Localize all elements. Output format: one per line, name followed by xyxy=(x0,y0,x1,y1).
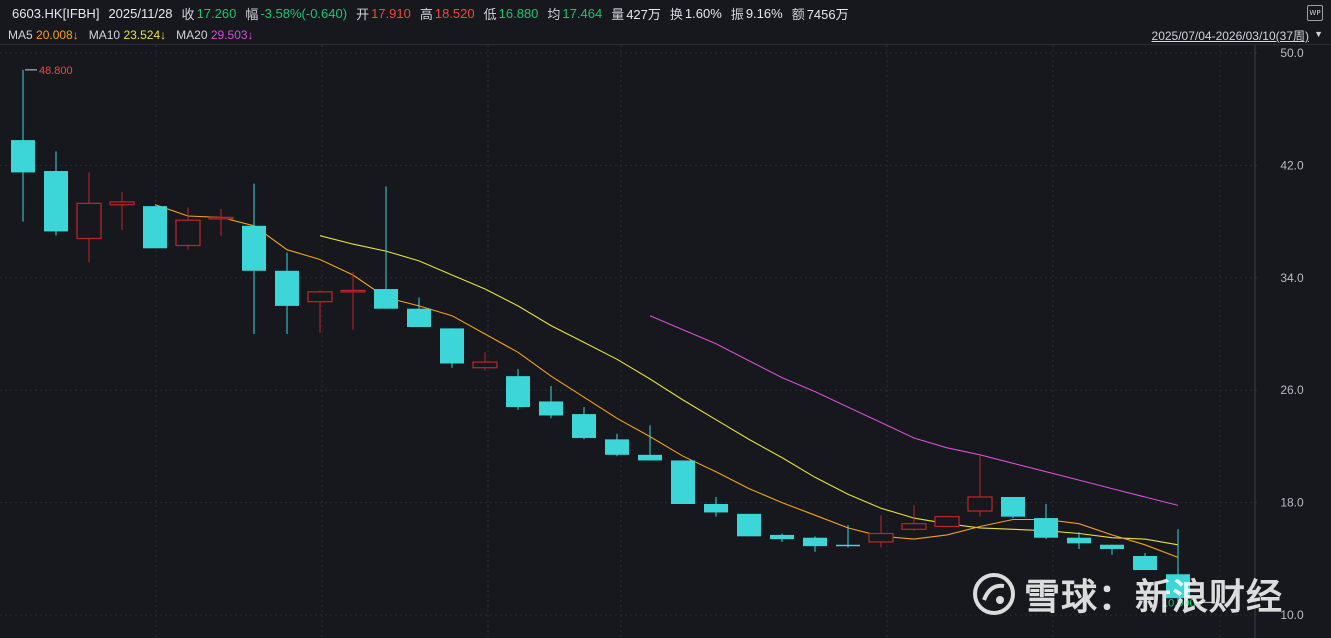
candle-body xyxy=(1067,537,1091,544)
y-tick-label: 26.0 xyxy=(1280,383,1304,397)
candle-body xyxy=(275,270,299,306)
candle-body xyxy=(901,523,927,530)
volume-label: 量 xyxy=(611,6,625,22)
min-price-label: 10.900 xyxy=(1162,597,1196,609)
close-label: 收 xyxy=(181,6,195,22)
open-value: 17.910 xyxy=(371,5,411,21)
ma20-line xyxy=(649,315,1179,506)
y-tick-label: 10.0 xyxy=(1280,608,1304,622)
candle-body xyxy=(374,289,398,309)
candle-body xyxy=(11,140,35,173)
ma10-value: 23.524↓ xyxy=(123,28,167,42)
candle-body xyxy=(1034,518,1058,538)
max-price-label: 48.800 xyxy=(39,65,73,77)
amount-value: 7456万 xyxy=(806,6,849,22)
ma-legend: MA5 20.008↓ MA10 23.524↓ MA20 29.503↓ xyxy=(0,26,1331,44)
candle-body xyxy=(1001,496,1025,517)
candle-body xyxy=(737,513,761,537)
ma5-line xyxy=(154,204,1179,558)
high-label: 高 xyxy=(419,6,433,22)
candle-body xyxy=(208,216,234,220)
amplitude-value: 9.16% xyxy=(745,5,783,21)
candle-body xyxy=(1166,574,1190,599)
candle-body xyxy=(638,454,662,461)
change-label: 幅 xyxy=(245,6,259,22)
quote-header: 6603.HK[IFBH] 2025/11/28 收 17.260 幅 -3.58%… xyxy=(0,0,1331,26)
watermark: 雪球：新浪财经 xyxy=(972,568,1283,620)
quote-date: 2025/11/28 xyxy=(108,5,173,21)
amplitude-label: 振 xyxy=(730,6,744,22)
candle-body xyxy=(868,532,894,543)
ma20-value: 29.503↓ xyxy=(210,28,254,42)
ma10-line xyxy=(319,235,1179,546)
watermark-text: 雪球：新浪财经 xyxy=(1024,577,1284,618)
candle-body xyxy=(440,328,464,364)
candle-body xyxy=(340,289,366,293)
low-value: 16.880 xyxy=(498,5,539,21)
candle-body xyxy=(307,291,333,303)
ma5-value: 20.008↓ xyxy=(36,28,79,42)
y-tick-label: 42.0 xyxy=(1280,158,1304,172)
y-tick-label: 34.0 xyxy=(1280,271,1304,285)
candle-body xyxy=(143,206,167,249)
candle-body xyxy=(407,308,431,327)
y-tick-label: 50.0 xyxy=(1280,46,1304,60)
ma5-label: MA5 xyxy=(8,28,33,42)
wp-icon[interactable]: WP xyxy=(1307,5,1323,21)
candle-body xyxy=(539,401,563,416)
candle-body xyxy=(1100,544,1124,549)
candle-body xyxy=(109,201,135,206)
candle-body xyxy=(803,537,827,547)
open-label: 开 xyxy=(356,6,370,22)
avg-value: 17.464 xyxy=(562,5,603,21)
candle-body xyxy=(76,202,102,240)
candle-body xyxy=(1133,555,1157,571)
date-range-selector[interactable]: 2025/07/04-2026/03/10(37周) xyxy=(1151,29,1309,43)
candle-body xyxy=(967,496,993,512)
close-value: 17.260 xyxy=(196,5,237,21)
candle-body xyxy=(605,439,629,455)
candlestick-chart[interactable]: 50.0 42.0 34.0 26.0 18.0 10.0 48.800 10.900 xyxy=(0,45,1331,638)
y-tick-label: 18.0 xyxy=(1280,496,1304,510)
candle-body xyxy=(472,361,498,369)
candle-body xyxy=(242,225,266,271)
chevron-down-icon[interactable]: ▼ xyxy=(1314,29,1323,39)
candle-body xyxy=(671,460,695,505)
snowball-logo-icon xyxy=(973,573,1015,615)
ma20-label: MA20 xyxy=(176,28,208,42)
header-divider xyxy=(0,44,1331,45)
volume-value: 427万 xyxy=(626,6,661,22)
low-label: 低 xyxy=(483,6,497,22)
candle-body xyxy=(506,376,530,408)
high-value: 18.520 xyxy=(434,5,475,21)
turnover-label: 换 xyxy=(669,6,683,22)
candle-body xyxy=(572,414,596,438)
avg-label: 均 xyxy=(547,6,561,22)
change-value: -3.58%(-0.640) xyxy=(260,5,348,21)
candle-body xyxy=(44,171,68,232)
ma10-label: MA10 xyxy=(88,28,121,42)
turnover-value: 1.60% xyxy=(684,5,722,21)
amount-label: 额 xyxy=(791,6,805,22)
candle-body xyxy=(770,534,794,540)
stock-symbol[interactable]: 6603.HK[IFBH] xyxy=(12,5,100,21)
candle-body xyxy=(836,544,860,547)
candle-body xyxy=(175,219,201,247)
candle-body xyxy=(704,504,728,513)
candle-body xyxy=(934,516,960,528)
